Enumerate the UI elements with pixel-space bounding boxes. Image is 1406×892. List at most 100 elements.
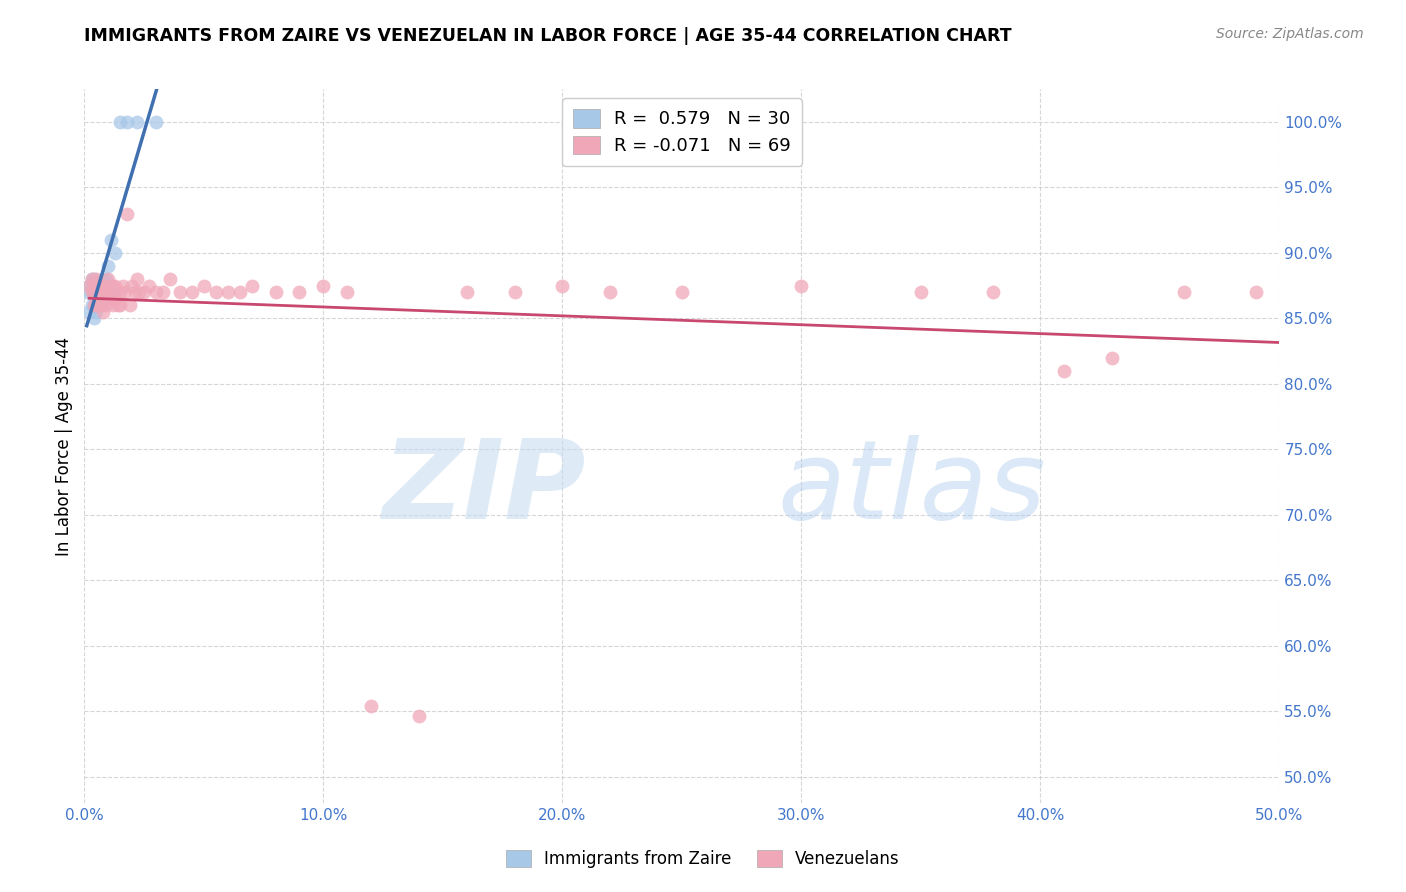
Point: [83, 298, 105, 312]
Point: [1101, 351, 1123, 365]
Point: [100, 233, 122, 247]
Point: [84, 278, 107, 293]
Text: atlas: atlas: [778, 435, 1046, 542]
Point: [981, 285, 1004, 300]
Point: [132, 285, 156, 300]
Point: [94, 285, 117, 300]
Point: [87, 285, 110, 300]
Point: [101, 278, 124, 293]
Point: [180, 285, 202, 300]
Point: [84, 272, 107, 286]
Point: [360, 698, 382, 713]
Point: [288, 285, 311, 300]
Point: [336, 285, 359, 300]
Point: [90, 278, 112, 293]
Point: [93, 272, 115, 286]
Point: [551, 278, 574, 293]
Point: [228, 285, 252, 300]
Point: [217, 285, 239, 300]
Point: [93, 278, 115, 293]
Point: [114, 285, 136, 300]
Point: [101, 285, 124, 300]
Point: [94, 272, 117, 286]
Point: [240, 278, 263, 293]
Point: [84, 292, 107, 306]
Point: [121, 278, 143, 293]
Point: [169, 285, 191, 300]
Point: [77, 278, 100, 293]
Point: [118, 298, 141, 312]
Legend: Immigrants from Zaire, Venezuelans: Immigrants from Zaire, Venezuelans: [499, 843, 907, 875]
Point: [145, 285, 167, 300]
Point: [93, 292, 115, 306]
Point: [90, 298, 112, 312]
Point: [97, 285, 120, 300]
Text: IMMIGRANTS FROM ZAIRE VS VENEZUELAN IN LABOR FORCE | AGE 35-44 CORRELATION CHART: IMMIGRANTS FROM ZAIRE VS VENEZUELAN IN L…: [84, 27, 1012, 45]
Point: [1053, 364, 1076, 378]
Point: [408, 709, 430, 723]
Point: [87, 298, 110, 312]
Point: [97, 272, 120, 286]
Point: [159, 272, 181, 286]
Point: [110, 285, 132, 300]
Point: [93, 285, 115, 300]
Point: [910, 285, 932, 300]
Point: [83, 278, 105, 293]
Point: [264, 285, 287, 300]
Point: [83, 285, 105, 300]
Legend: R =  0.579   N = 30, R = -0.071   N = 69: R = 0.579 N = 30, R = -0.071 N = 69: [562, 98, 801, 166]
Point: [77, 278, 100, 293]
Text: Source: ZipAtlas.com: Source: ZipAtlas.com: [1216, 27, 1364, 41]
Point: [152, 285, 174, 300]
Point: [138, 278, 160, 293]
Point: [1173, 285, 1195, 300]
Point: [80, 285, 103, 300]
Point: [193, 278, 215, 293]
Point: [80, 298, 103, 312]
Point: [94, 285, 117, 300]
Point: [104, 292, 127, 306]
Point: [83, 298, 105, 312]
Point: [94, 298, 117, 312]
Point: [125, 115, 148, 129]
Point: [104, 278, 127, 293]
Point: [100, 292, 122, 306]
Point: [80, 272, 103, 286]
Point: [84, 298, 107, 312]
Point: [83, 311, 105, 326]
Point: [110, 298, 132, 312]
Point: [80, 285, 103, 300]
Point: [83, 272, 105, 286]
Point: [599, 285, 621, 300]
Point: [671, 285, 693, 300]
Point: [111, 278, 134, 293]
Point: [312, 278, 335, 293]
Point: [77, 305, 100, 319]
Point: [76, 285, 98, 300]
Point: [1244, 285, 1267, 300]
Point: [87, 278, 110, 293]
Point: [90, 298, 112, 312]
Point: [97, 285, 120, 300]
Point: [110, 115, 132, 129]
Point: [90, 285, 112, 300]
Point: [205, 285, 228, 300]
Point: [84, 285, 107, 300]
Point: [84, 305, 107, 319]
Point: [87, 285, 110, 300]
Point: [83, 285, 105, 300]
Point: [107, 298, 129, 312]
Point: [456, 285, 478, 300]
Point: [117, 115, 139, 129]
Text: ZIP: ZIP: [382, 435, 586, 542]
Point: [117, 206, 139, 220]
Point: [104, 245, 127, 260]
Point: [100, 278, 122, 293]
Point: [790, 278, 813, 293]
Point: [124, 285, 146, 300]
Point: [125, 272, 148, 286]
Y-axis label: In Labor Force | Age 35-44: In Labor Force | Age 35-44: [55, 336, 73, 556]
Point: [93, 305, 115, 319]
Point: [80, 272, 103, 286]
Point: [145, 115, 167, 129]
